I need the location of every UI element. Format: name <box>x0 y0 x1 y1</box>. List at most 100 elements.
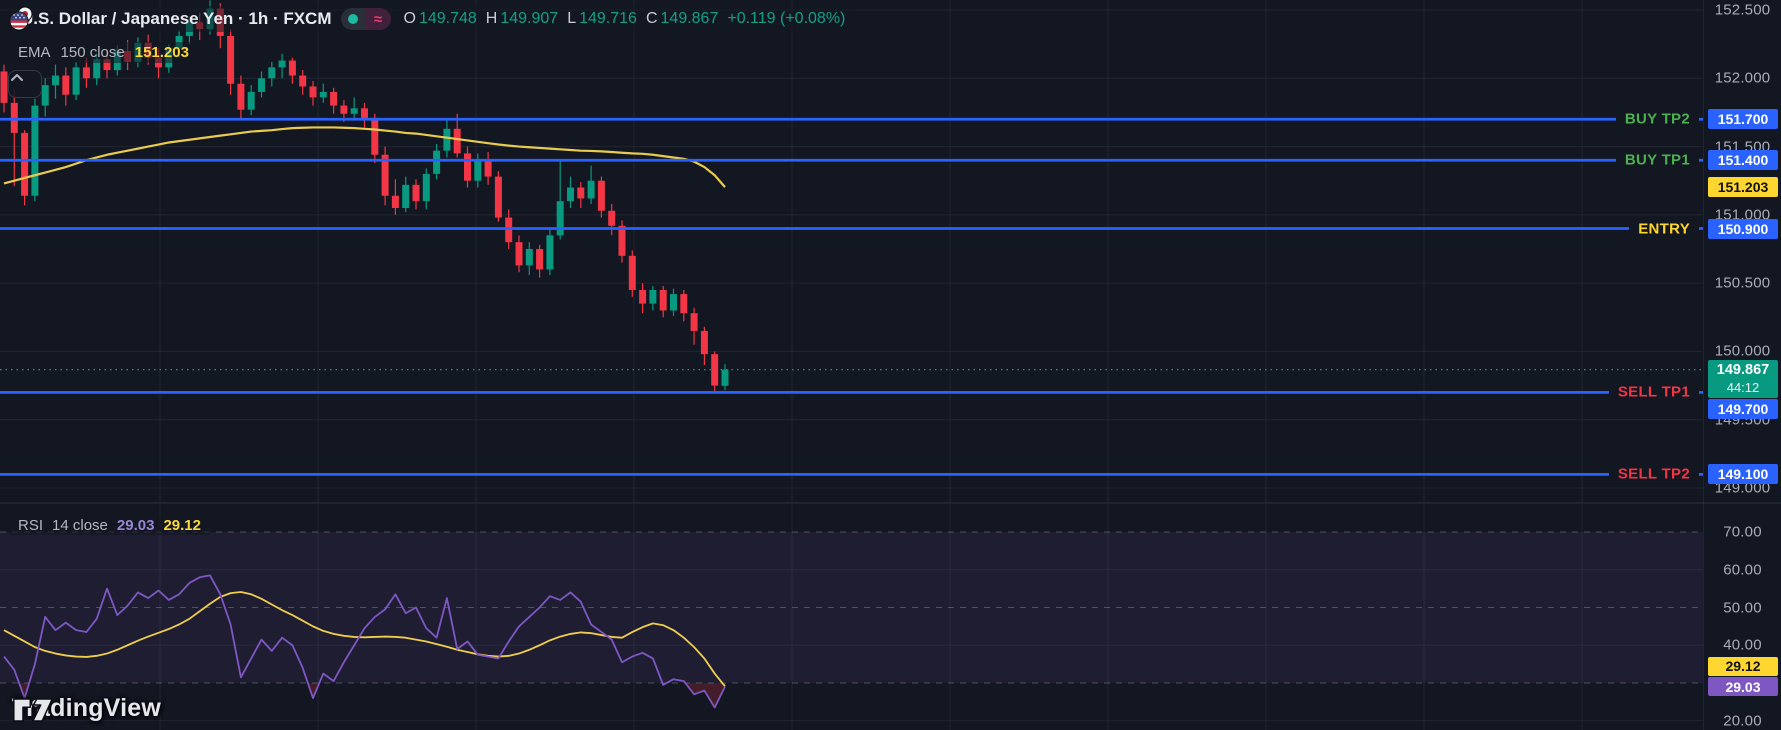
price-axis-tick: 50.00 <box>1723 599 1762 616</box>
current-price-value: 149.867 <box>1716 362 1770 379</box>
candle-down <box>577 187 585 199</box>
candle-up <box>41 85 49 106</box>
candle-down <box>639 289 647 304</box>
rsi-ma-axis-label: 29.12 <box>1708 656 1778 676</box>
candle-down <box>288 60 296 76</box>
candle-down <box>464 153 471 181</box>
bar-countdown: 44:12 <box>1726 379 1760 395</box>
candle-down <box>659 289 667 311</box>
candle-up <box>443 128 451 151</box>
candle-down <box>340 105 348 114</box>
chevron-up-icon <box>11 74 23 81</box>
price-axis-tick: 152.000 <box>1714 69 1771 87</box>
candle-down <box>536 248 544 270</box>
price-axis[interactable]: 152.500 152.000 151.500 151.000 150.500 150.0… <box>1703 0 1781 730</box>
open-value: 149.748 <box>418 10 477 27</box>
price-axis-tick: 150.500 <box>1714 274 1771 292</box>
candle-up <box>474 160 482 181</box>
candle-up <box>278 60 286 68</box>
ema-line <box>3 126 726 188</box>
price-axis-tick: 20.00 <box>1723 712 1762 730</box>
low-label: L <box>567 10 577 27</box>
candle-down <box>515 242 523 266</box>
candle-down <box>412 184 420 202</box>
candle-down <box>21 132 29 196</box>
level-price-label-buy-tp1[interactable]: 151.400 <box>1708 150 1778 171</box>
candle-down <box>608 210 616 226</box>
rsi-line <box>3 574 726 709</box>
current-price-label: 149.867 44:12 <box>1708 359 1778 398</box>
candle-down <box>62 75 70 95</box>
symbol-legend-row[interactable]: U.S. Dollar / Japanese Yen · 1h · FXCM ≈… <box>8 6 856 32</box>
high-label: H <box>485 10 498 27</box>
candle-up <box>525 248 533 266</box>
candle-up <box>433 150 441 174</box>
candle-up <box>670 294 677 311</box>
candle-down <box>330 91 338 106</box>
level-tag-buy-tp2[interactable]: BUY TP2 <box>1615 109 1699 129</box>
candle-down <box>103 59 111 71</box>
level-price-label-sell-tp2[interactable]: 149.100 <box>1708 464 1778 485</box>
market-open-dot-icon <box>340 8 366 30</box>
open-label: O <box>403 10 416 27</box>
level-price-label-entry[interactable]: 150.900 <box>1708 218 1778 239</box>
candle-up <box>587 180 595 199</box>
candle-down <box>299 75 307 87</box>
candle-down <box>680 294 688 314</box>
candle-up <box>258 78 265 92</box>
candle-up <box>649 289 657 304</box>
close-value: 149.867 <box>660 10 719 27</box>
candle-up <box>721 369 729 386</box>
level-tag-sell-tp1[interactable]: SELL TP1 <box>1608 382 1699 402</box>
candle-up <box>567 187 574 202</box>
ema-legend-row[interactable]: EMA 150 close 151.203 <box>8 42 199 63</box>
candle-down <box>381 154 389 196</box>
collapse-pane-button[interactable] <box>8 70 42 98</box>
rsi-axis-label: 29.03 <box>1708 677 1778 697</box>
rsi-ma-line <box>3 591 726 687</box>
candle-down <box>0 71 8 103</box>
candle-down <box>361 108 368 118</box>
candle-down <box>711 354 719 386</box>
level-tag-entry[interactable]: ENTRY <box>1629 219 1699 238</box>
price-axis-tick: 60.00 <box>1723 561 1762 579</box>
price-axis-tick: 70.00 <box>1723 523 1762 541</box>
candle-down <box>700 330 708 355</box>
low-value: 149.716 <box>579 10 637 27</box>
high-value: 149.907 <box>500 10 559 27</box>
candle-down <box>227 35 235 84</box>
level-tag-buy-tp1[interactable]: BUY TP1 <box>1615 150 1699 170</box>
candle-up <box>350 108 358 114</box>
rsi-legend-row[interactable]: RSI 14 close 29.03 29.12 <box>8 516 211 535</box>
ema-axis-label: 151.203 <box>1708 177 1778 198</box>
candle-down <box>237 83 245 110</box>
candle-down <box>628 255 636 290</box>
candle-up <box>402 184 410 209</box>
price-axis-tick: 40.00 <box>1723 636 1762 654</box>
candle-up <box>422 173 430 202</box>
candle-up <box>31 105 39 196</box>
candle-down <box>690 313 698 331</box>
candle-up <box>268 67 276 79</box>
candle-down <box>453 128 461 154</box>
candle-down <box>494 176 502 218</box>
candle-down <box>618 225 626 256</box>
candle-up <box>93 59 101 79</box>
candle-up <box>247 91 255 110</box>
ema-params: 150 close <box>60 44 125 61</box>
level-price-label-buy-tp2[interactable]: 151.700 <box>1708 109 1778 130</box>
ema-value: 151.203 <box>134 44 189 61</box>
market-status-pill[interactable]: ≈ <box>340 8 391 30</box>
tradingview-logo-icon <box>13 698 53 722</box>
candle-up <box>72 67 80 95</box>
level-tag-sell-tp2[interactable]: SELL TP2 <box>1608 464 1699 484</box>
tradingview-logo[interactable]: TradingView <box>12 694 161 723</box>
candle-down <box>391 195 399 209</box>
symbol-title[interactable]: U.S. Dollar / Japanese Yen · 1h · FXCM <box>21 9 332 28</box>
change-value: +0.119 (+0.08%) <box>727 10 846 27</box>
level-price-label-sell-tp1[interactable]: 149.700 <box>1708 398 1778 419</box>
candle-up <box>52 75 59 86</box>
